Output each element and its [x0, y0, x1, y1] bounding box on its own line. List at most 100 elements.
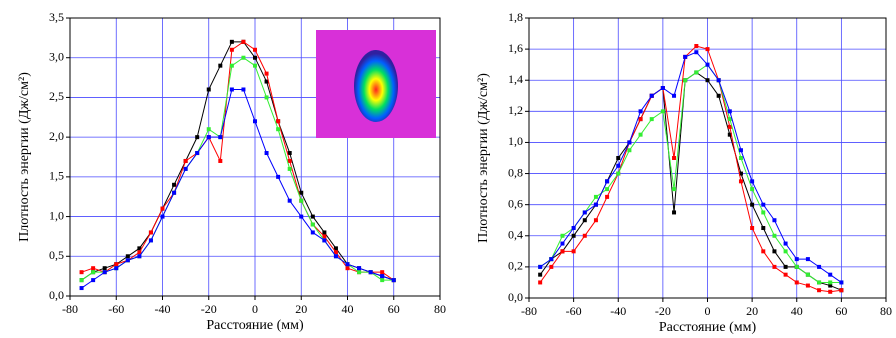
data-point: [572, 234, 576, 238]
y-axis-label: Плотность энергии (Дж/см²): [17, 72, 32, 242]
data-point: [253, 48, 257, 52]
data-point: [253, 64, 257, 68]
x-tick-label: 0: [252, 302, 258, 316]
data-point: [795, 257, 799, 261]
y-tick-label: 0,0: [49, 288, 64, 302]
data-point: [560, 242, 564, 246]
data-point: [583, 234, 587, 238]
data-point: [549, 257, 553, 261]
data-point: [126, 254, 130, 258]
data-point: [694, 50, 698, 54]
data-point: [784, 249, 788, 253]
data-point: [806, 284, 810, 288]
x-tick-label: 0: [705, 304, 711, 318]
data-point: [772, 265, 776, 269]
data-point: [739, 148, 743, 152]
y-axis-label: Плотность энергии (Дж/см²): [476, 73, 491, 243]
x-tick-label: -60: [566, 304, 582, 318]
data-point: [594, 195, 598, 199]
data-point: [91, 270, 95, 274]
data-point: [572, 226, 576, 230]
data-point: [207, 127, 211, 131]
data-point: [616, 164, 620, 168]
data-point: [828, 280, 832, 284]
data-point: [172, 191, 176, 195]
y-tick-label: 0,4: [508, 228, 523, 242]
data-point: [346, 262, 350, 266]
data-point: [538, 273, 542, 277]
y-tick-label: 3,0: [49, 49, 64, 63]
data-point: [672, 94, 676, 98]
x-tick-label: -80: [521, 304, 537, 318]
series-line: [540, 52, 841, 282]
data-point: [299, 215, 303, 219]
x-axis-label: Расстояние (мм): [659, 320, 757, 335]
data-point: [605, 179, 609, 183]
data-point: [230, 48, 234, 52]
y-tick-label: 3,5: [49, 10, 64, 24]
data-point: [750, 179, 754, 183]
y-tick-label: 2,5: [49, 89, 64, 103]
data-point: [288, 199, 292, 203]
data-point: [311, 223, 315, 227]
data-point: [661, 86, 665, 90]
data-point: [103, 270, 107, 274]
data-point: [627, 140, 631, 144]
y-tick-label: 0,6: [508, 196, 523, 210]
data-point: [392, 278, 396, 282]
data-point: [639, 117, 643, 121]
series-line: [540, 46, 841, 292]
data-point: [80, 278, 84, 282]
data-point: [346, 266, 350, 270]
data-point: [717, 94, 721, 98]
data-point: [161, 207, 165, 211]
data-point: [80, 286, 84, 290]
data-point: [241, 40, 245, 44]
data-point: [795, 280, 799, 284]
data-point: [594, 218, 598, 222]
data-point: [772, 249, 776, 253]
data-point: [137, 254, 141, 258]
data-point: [276, 175, 280, 179]
y-tick-label: 1,6: [508, 41, 523, 55]
data-point: [184, 159, 188, 163]
y-tick-label: 1,8: [508, 10, 523, 24]
x-tick-label: -40: [155, 302, 171, 316]
data-point: [706, 78, 710, 82]
data-point: [288, 167, 292, 171]
data-point: [717, 78, 721, 82]
data-point: [334, 254, 338, 258]
data-point: [241, 56, 245, 60]
x-tick-label: 60: [835, 304, 847, 318]
y-tick-label: 1,5: [49, 169, 64, 183]
data-point: [616, 156, 620, 160]
data-point: [706, 63, 710, 67]
data-point: [380, 278, 384, 282]
data-point: [230, 40, 234, 44]
data-point: [230, 64, 234, 68]
data-point: [672, 187, 676, 191]
inset-spot: [354, 50, 398, 122]
data-point: [795, 265, 799, 269]
data-point: [683, 78, 687, 82]
y-tick-label: 1,2: [508, 103, 523, 117]
x-axis-label: Расстояние (мм): [206, 318, 304, 333]
data-point: [761, 210, 765, 214]
data-point: [627, 148, 631, 152]
data-point: [839, 280, 843, 284]
data-point: [230, 87, 234, 91]
data-point: [538, 280, 542, 284]
data-point: [538, 265, 542, 269]
data-point: [276, 119, 280, 123]
data-point: [322, 238, 326, 242]
x-tick-label: -20: [655, 304, 671, 318]
data-point: [80, 270, 84, 274]
data-point: [639, 133, 643, 137]
data-point: [253, 56, 257, 60]
data-point: [817, 280, 821, 284]
data-point: [114, 266, 118, 270]
data-point: [149, 230, 153, 234]
data-point: [265, 151, 269, 155]
x-tick-label: 60: [388, 302, 400, 316]
x-tick-label: 20: [746, 304, 758, 318]
